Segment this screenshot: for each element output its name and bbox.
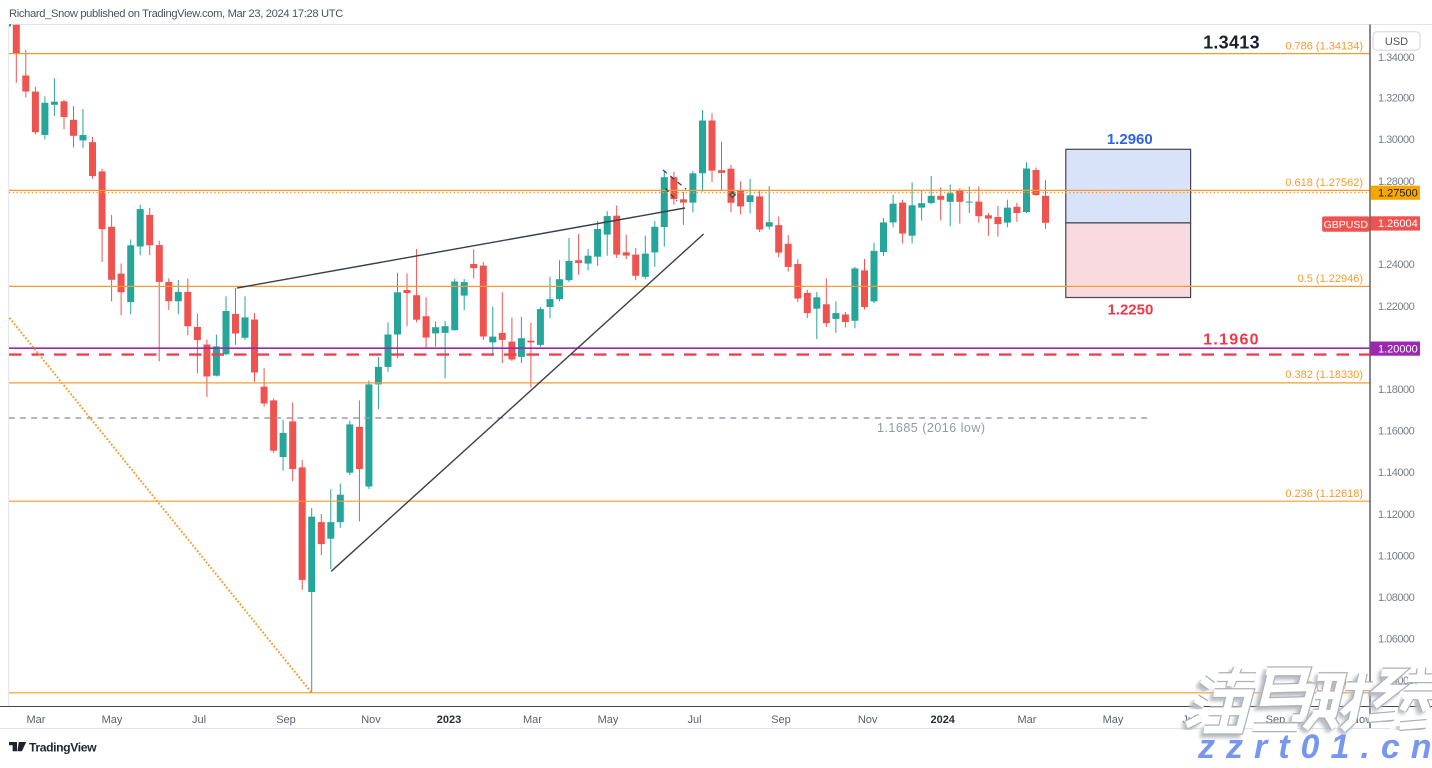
- svg-text:Nov: Nov: [361, 714, 381, 726]
- svg-text:1.32000: 1.32000: [1378, 93, 1415, 105]
- svg-text:1.1960: 1.1960: [1203, 332, 1260, 349]
- svg-text:TradingView: TradingView: [29, 741, 97, 755]
- svg-text:Sep: Sep: [276, 714, 296, 726]
- svg-text:May: May: [598, 714, 619, 726]
- svg-text:1.24000: 1.24000: [1378, 259, 1415, 271]
- svg-text:1.06000: 1.06000: [1378, 634, 1415, 646]
- svg-text:1.26004: 1.26004: [1378, 218, 1418, 230]
- svg-text:Richard_Snow published on Trad: Richard_Snow published on TradingView.co…: [9, 8, 343, 20]
- svg-text:1.30000: 1.30000: [1378, 134, 1415, 146]
- svg-text:1.14000: 1.14000: [1378, 467, 1415, 479]
- svg-text:1.18000: 1.18000: [1378, 384, 1415, 396]
- svg-text:2023: 2023: [437, 714, 461, 726]
- svg-text:1.1685 (2016 low): 1.1685 (2016 low): [877, 421, 986, 435]
- svg-text:1.22000: 1.22000: [1378, 301, 1415, 313]
- svg-text:Mar: Mar: [27, 714, 46, 726]
- svg-text:1.12000: 1.12000: [1378, 509, 1415, 521]
- svg-text:2024: 2024: [930, 714, 955, 726]
- svg-text:May: May: [1103, 714, 1124, 726]
- svg-text:GBPUSD: GBPUSD: [1324, 219, 1369, 231]
- svg-text:1.27500: 1.27500: [1378, 187, 1418, 199]
- svg-text:1.08000: 1.08000: [1378, 592, 1415, 604]
- svg-text:Nov: Nov: [858, 714, 878, 726]
- svg-text:0.786 (1.34134): 0.786 (1.34134): [1285, 41, 1363, 53]
- svg-text:1.2250: 1.2250: [1107, 302, 1153, 319]
- svg-text:1.20000: 1.20000: [1378, 343, 1418, 355]
- svg-text:Mar: Mar: [523, 714, 542, 726]
- svg-text:1.34000: 1.34000: [1378, 52, 1415, 64]
- svg-text:1.16000: 1.16000: [1378, 426, 1415, 438]
- svg-text:1.10000: 1.10000: [1378, 550, 1415, 562]
- svg-text:Jul: Jul: [687, 714, 701, 726]
- svg-text:May: May: [102, 714, 123, 726]
- svg-text:0.236 (1.12618): 0.236 (1.12618): [1285, 488, 1363, 500]
- svg-text:1.28000: 1.28000: [1378, 176, 1415, 188]
- svg-text:zzrt01.cn: zzrt01.cn: [1197, 728, 1432, 763]
- svg-text:0.5 (1.22946): 0.5 (1.22946): [1298, 273, 1363, 285]
- svg-text:Mar: Mar: [1018, 714, 1037, 726]
- svg-text:USD: USD: [1385, 36, 1408, 48]
- svg-text:Jul: Jul: [192, 714, 206, 726]
- svg-text:1.3413: 1.3413: [1203, 33, 1260, 53]
- svg-text:Sep: Sep: [771, 714, 791, 726]
- svg-text:0.618 (1.27562): 0.618 (1.27562): [1285, 177, 1363, 189]
- svg-text:0.382 (1.18330): 0.382 (1.18330): [1285, 369, 1363, 381]
- svg-text:1.2960: 1.2960: [1107, 131, 1153, 148]
